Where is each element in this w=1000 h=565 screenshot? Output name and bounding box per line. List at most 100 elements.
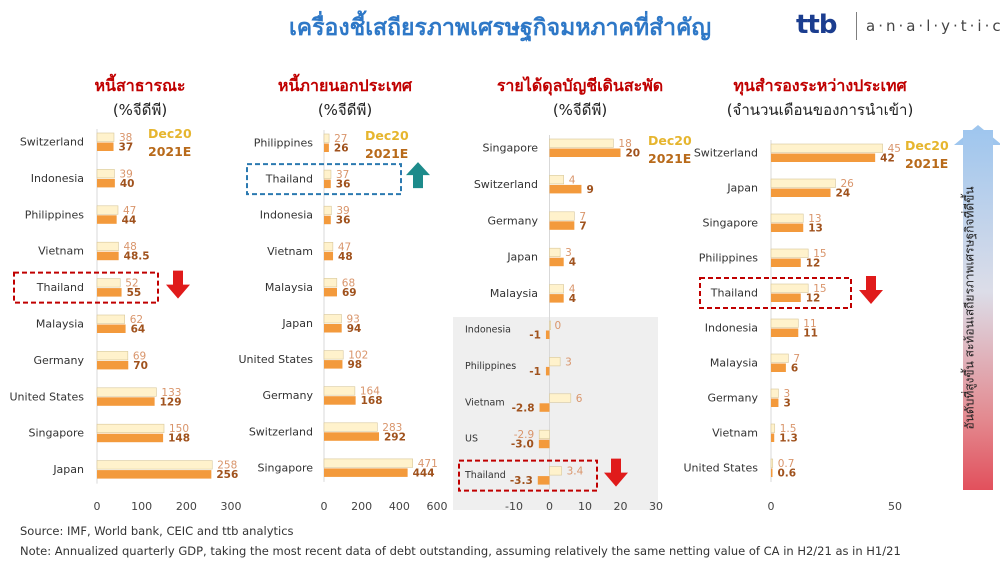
data-label-dec20: 102 xyxy=(348,350,368,362)
data-label-dec20: 471 xyxy=(418,458,438,470)
category-label: Thailand xyxy=(464,470,506,481)
category-label: Germany xyxy=(707,392,758,405)
category-label: Philippines xyxy=(699,252,759,265)
data-label-dec20: 93 xyxy=(347,314,360,326)
x-tick-label: 20 xyxy=(614,500,628,513)
x-tick-label: 0 xyxy=(321,500,328,513)
bar-dec20 xyxy=(770,388,779,398)
x-tick-label: 200 xyxy=(176,500,197,513)
bar-2021e xyxy=(324,360,343,369)
x-tick-label: 0 xyxy=(768,500,775,513)
data-label-dec20: 48 xyxy=(123,241,136,253)
data-label-dec20: 68 xyxy=(342,277,355,289)
bar-dec20 xyxy=(96,132,115,142)
data-label-2021e: 9 xyxy=(586,184,593,196)
bar-dec20 xyxy=(770,213,804,223)
data-label-2021e: 148 xyxy=(168,433,190,445)
data-label-dec20: 133 xyxy=(161,387,181,399)
category-label: Thailand xyxy=(36,281,84,294)
data-label-2021e: 11 xyxy=(803,328,818,340)
data-label-dec20: 15 xyxy=(813,283,826,295)
bar-dec20 xyxy=(96,351,129,361)
bar-dec20 xyxy=(549,211,575,221)
data-label-2021e: 36 xyxy=(336,179,351,191)
data-label-2021e: 40 xyxy=(120,178,135,190)
bar-dec20 xyxy=(549,247,561,257)
bar-dec20 xyxy=(770,143,883,153)
data-label-dec20: 11 xyxy=(803,318,816,330)
data-label-dec20: 7 xyxy=(579,211,586,223)
data-label-2021e: 3 xyxy=(783,398,790,410)
data-label-dec20: 7 xyxy=(793,353,800,365)
data-label-2021e: -1 xyxy=(529,366,541,378)
bar-2021e xyxy=(549,148,621,157)
bar-2021e xyxy=(771,363,786,372)
panel-title-reserves: ทุนสำรองระหว่างประเทศ xyxy=(733,76,907,95)
bar-dec20 xyxy=(770,178,836,188)
data-label-dec20: 283 xyxy=(382,422,402,434)
data-label-2021e: 7 xyxy=(579,220,586,232)
category-label: Japan xyxy=(281,317,313,330)
data-label-2021e: 444 xyxy=(413,467,435,479)
data-label-dec20: 69 xyxy=(133,350,146,362)
bar-dec20 xyxy=(323,422,378,432)
category-label: Indonesia xyxy=(260,209,313,222)
category-label: Japan xyxy=(52,463,84,476)
data-label-2021e: 69 xyxy=(342,287,357,299)
data-label-dec20: 45 xyxy=(888,143,901,155)
bar-dec20 xyxy=(770,248,809,258)
panel-title-external-debt: หนี้ภายนอกประเทศ xyxy=(277,76,413,95)
data-label-dec20: 4 xyxy=(569,284,576,296)
bar-2021e xyxy=(538,439,550,449)
data-label-dec20: 15 xyxy=(813,248,826,260)
bar-dec20 xyxy=(323,458,414,468)
category-label: US xyxy=(465,434,478,445)
data-label-dec20: -2.9 xyxy=(514,429,535,441)
data-label-dec20: 150 xyxy=(169,423,189,435)
bar-dec20 xyxy=(323,133,330,143)
category-label: Switzerland xyxy=(694,147,758,160)
bar-2021e xyxy=(97,288,122,297)
bar-2021e xyxy=(771,223,804,232)
footnote: Note: Annualized quarterly GDP, taking t… xyxy=(20,544,901,558)
data-label-dec20: 18 xyxy=(618,138,631,150)
bar-2021e xyxy=(324,179,331,189)
category-label: Vietnam xyxy=(465,397,505,408)
data-label-2021e: -3.0 xyxy=(511,439,534,451)
bar-dec20 xyxy=(770,283,809,293)
category-label: Vietnam xyxy=(267,245,313,258)
data-label-dec20: 3.4 xyxy=(567,466,584,478)
data-label-dec20: 1.5 xyxy=(780,423,797,435)
page-title: เครื่องชี้เสถียรภาพเศรษฐกิจมหภาคที่สำคัญ xyxy=(288,15,712,41)
legend-2021e: 2021E xyxy=(148,144,191,159)
category-label: Philippines xyxy=(25,208,85,221)
data-label-2021e: 64 xyxy=(131,324,146,336)
category-label: Switzerland xyxy=(249,425,313,438)
category-label: Japan xyxy=(726,182,758,195)
highlight-box xyxy=(13,271,159,304)
category-label: Japan xyxy=(506,251,538,264)
bar-2021e xyxy=(97,251,119,261)
data-label-2021e: 12 xyxy=(806,293,821,305)
bar-2021e xyxy=(324,287,337,297)
source-note: Source: IMF, World bank, CEIC and ttb an… xyxy=(20,524,294,538)
data-label-2021e: 48.5 xyxy=(124,251,150,263)
bar-2021e xyxy=(97,397,155,406)
data-label-2021e: 55 xyxy=(127,287,142,299)
data-label-dec20: 3 xyxy=(783,388,790,400)
data-label-2021e: 4 xyxy=(569,293,576,305)
bar-dec20 xyxy=(549,466,562,476)
panel-subtitle-current-account: (%จีดีพี) xyxy=(552,101,608,119)
data-label-2021e: 1.3 xyxy=(779,433,798,445)
bar-2021e xyxy=(324,215,331,225)
data-label-2021e: -3.3 xyxy=(510,475,533,487)
bar-dec20 xyxy=(770,458,774,468)
bar-dec20 xyxy=(770,423,776,433)
data-label-2021e: -1 xyxy=(529,330,541,342)
bar-dec20 xyxy=(538,429,550,440)
legend-2021e: 2021E xyxy=(648,151,691,166)
bar-2021e xyxy=(549,184,582,194)
down-arrow-icon xyxy=(166,270,190,299)
brand-name: a·n·a·l·y·t·i·c·s xyxy=(866,17,1000,35)
data-label-2021e: 70 xyxy=(133,360,148,372)
